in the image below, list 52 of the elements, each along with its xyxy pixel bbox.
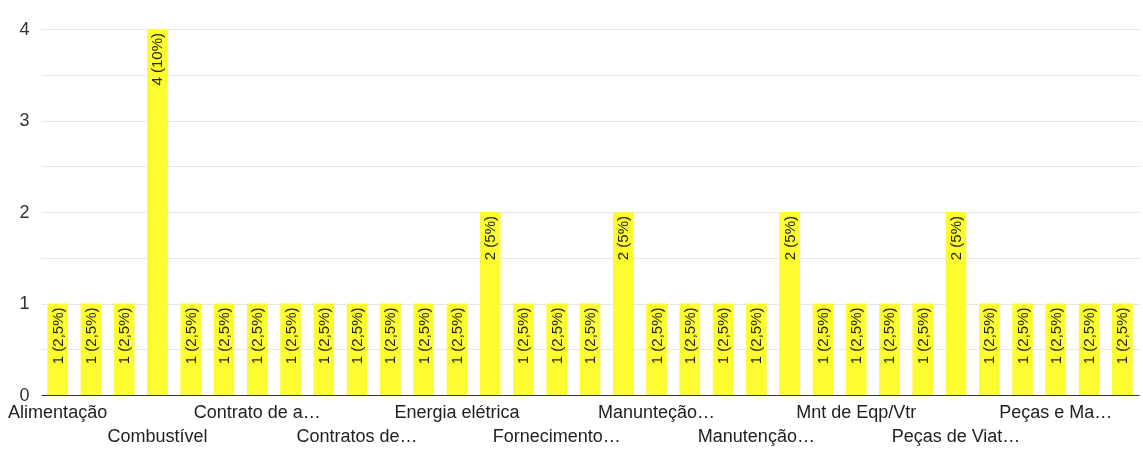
- data-label: 1 (2,5%): [581, 307, 598, 365]
- bar: [779, 212, 800, 395]
- data-label: 1 (2,5%): [48, 307, 66, 365]
- x-tick-label: Contratos de…: [296, 425, 418, 446]
- bar: [945, 212, 967, 395]
- x-tick-label: Contrato de a…: [193, 401, 321, 422]
- data-label: 1 (2,5%): [281, 307, 299, 365]
- data-label: 1 (2,5%): [747, 307, 765, 365]
- bar: [147, 29, 168, 395]
- x-tick-label: Combustível: [107, 425, 208, 446]
- y-tick-label: 1: [19, 293, 30, 313]
- data-label: 1 (2,5%): [1013, 307, 1031, 365]
- data-label: 1 (2,5%): [314, 307, 332, 365]
- data-label: 1 (2,5%): [181, 307, 199, 365]
- x-tick-label: Energia elétrica: [394, 401, 521, 422]
- data-label: 2 (5%): [780, 216, 798, 261]
- x-tick-label: Peças e Ma…: [999, 401, 1113, 422]
- x-tick-label: Peças de Viat…: [891, 425, 1021, 446]
- y-tick-label: 2: [19, 201, 30, 222]
- data-label: 1 (2,5%): [514, 307, 532, 365]
- bar: [612, 212, 634, 395]
- data-label: 1 (2,5%): [248, 307, 266, 365]
- bar: [479, 212, 501, 395]
- data-label: 1 (2,5%): [647, 307, 665, 365]
- data-label: 1 (2,5%): [714, 307, 732, 365]
- data-label: 1 (2,5%): [813, 307, 831, 365]
- data-label: 1 (2,5%): [1080, 307, 1098, 365]
- x-tick-label: Fornecimento…: [492, 425, 621, 446]
- data-label: 1 (2,5%): [115, 307, 133, 365]
- data-label: 1 (2,5%): [447, 307, 465, 365]
- data-label: 1 (2,5%): [913, 307, 931, 365]
- data-label: 1 (2,5%): [348, 307, 366, 365]
- y-tick-label: 4: [19, 18, 30, 39]
- data-label: 1 (2,5%): [847, 307, 865, 365]
- data-label: 4 (10%): [148, 33, 166, 86]
- data-label: 2 (5%): [614, 216, 632, 261]
- x-tick-label: Mnt de Eqp/Vtr: [796, 401, 917, 422]
- y-tick-label: 3: [19, 110, 30, 130]
- data-label: 1 (2,5%): [680, 307, 698, 365]
- data-label: 1 (2,5%): [1113, 307, 1131, 365]
- data-label: 2 (5%): [947, 216, 964, 261]
- data-label: 1 (2,5%): [381, 307, 399, 365]
- data-label: 1 (2,5%): [1046, 307, 1064, 365]
- x-tick-label: Manunteção…: [598, 401, 716, 422]
- data-label: 2 (5%): [481, 216, 499, 261]
- data-label: 1 (2,5%): [81, 307, 99, 365]
- data-label: 1 (2,5%): [215, 307, 232, 365]
- data-label: 1 (2,5%): [980, 307, 998, 365]
- data-label: 1 (2,5%): [414, 307, 432, 365]
- data-label: 1 (2,5%): [547, 307, 565, 365]
- x-tick-label: Manutenção…: [697, 425, 815, 446]
- data-label: 1 (2,5%): [880, 307, 898, 365]
